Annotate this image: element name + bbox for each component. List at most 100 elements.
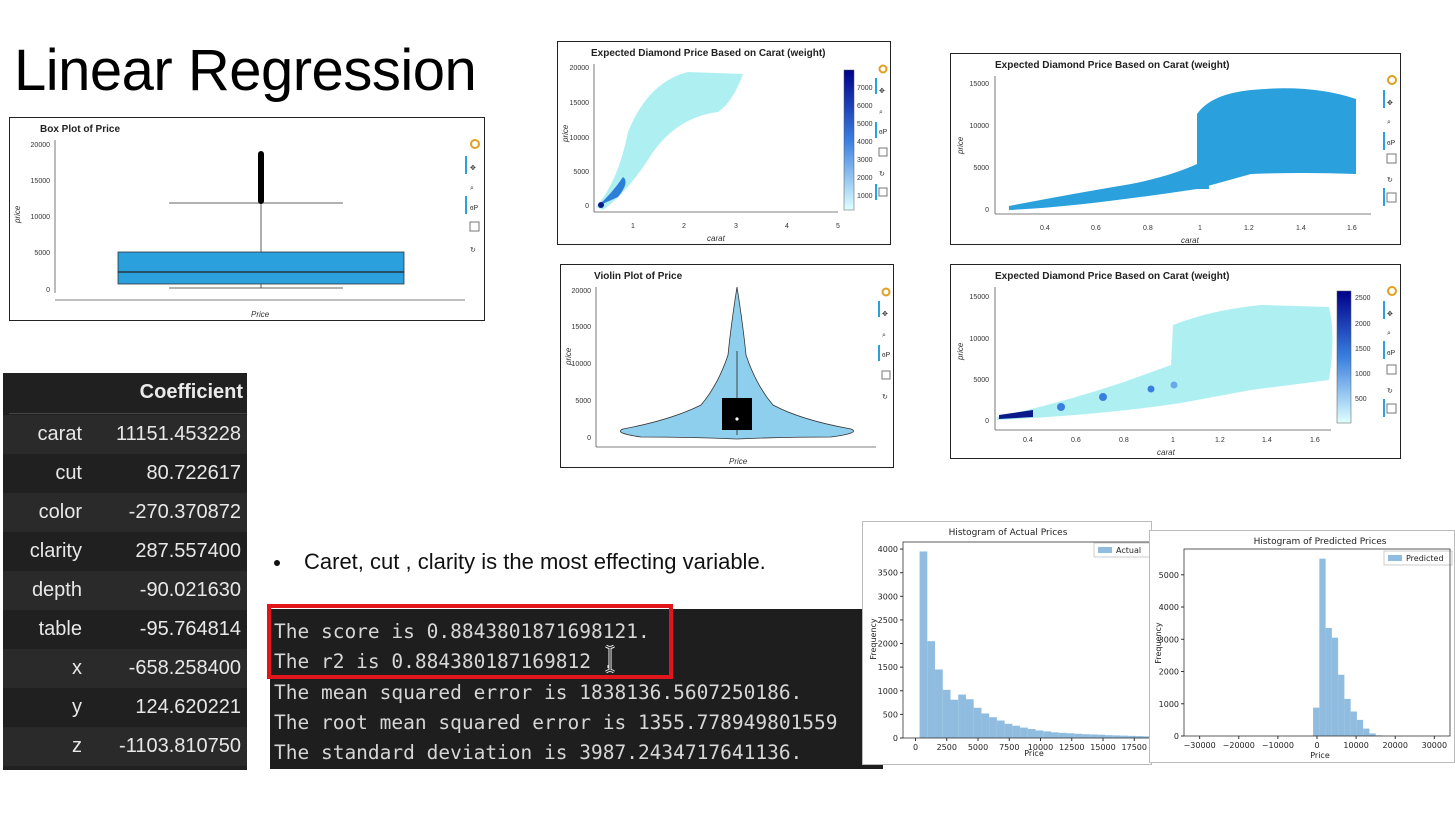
- ytick: 0: [893, 734, 898, 743]
- hist-actual-bar: [981, 713, 990, 738]
- scatter-points: [1009, 88, 1356, 210]
- ytick: 0: [46, 287, 50, 294]
- ytick: 4000: [1159, 603, 1179, 612]
- hexbin-bottom-chart: Expected Diamond Price Based on Carat (w…: [956, 271, 1397, 457]
- hexbin-bottom-toolbar[interactable]: ✥ ⌕ ɞP ↻: [1383, 286, 1397, 417]
- xtick: 1: [1171, 437, 1175, 444]
- coefficient-row: x -658.258400: [3, 649, 247, 688]
- scatter-xlabel: carat: [1181, 236, 1200, 245]
- ytick: 20000: [570, 65, 590, 72]
- hist-pred-xlabel: Price: [1310, 751, 1330, 760]
- hist-actual-bar: [1012, 725, 1021, 738]
- ytick: 10000: [970, 123, 990, 130]
- ytick: 5000: [1159, 571, 1179, 580]
- xtick: 0.4: [1040, 225, 1050, 232]
- ytick: 15000: [572, 324, 592, 331]
- hist-pred-bar: [1356, 719, 1364, 736]
- terminal-line: The score is 0.8843801871698121.: [274, 620, 650, 643]
- box-plot-ylabel: price: [13, 205, 22, 224]
- hist-actual-bar: [1105, 735, 1113, 738]
- xtick: 0: [1314, 741, 1319, 750]
- hexbin-top-chart: Expected Diamond Price Based on Carat (w…: [561, 48, 888, 243]
- xtick: −10000: [1262, 741, 1294, 750]
- cbtick: 6000: [857, 103, 873, 110]
- xtick: 0: [913, 743, 918, 752]
- svg-text:ɞP: ɞP: [879, 129, 888, 136]
- ytick: 15000: [570, 100, 590, 107]
- hist-actual-bar: [1120, 735, 1129, 738]
- box-plot-chart: Box Plot of Price 20000 15000 10000 5000…: [13, 124, 480, 319]
- box-plot-toolbar[interactable]: ✥ ⌕ ɞP ↻: [465, 139, 480, 254]
- xtick: 1.4: [1262, 437, 1272, 444]
- hexbin-top-colorbar: [843, 69, 855, 211]
- scatter-toolbar[interactable]: ✥ ⌕ ɞP ↻: [1383, 75, 1397, 206]
- hist-pred-bar: [1350, 711, 1357, 736]
- coefficient-value: -270.370872: [128, 501, 241, 523]
- coefficient-name: y: [72, 696, 82, 718]
- hexbin-bottom-title: Expected Diamond Price Based on Carat (w…: [995, 271, 1230, 282]
- xtick: 1.2: [1215, 437, 1225, 444]
- coefficient-name: table: [38, 618, 82, 640]
- violin-toolbar[interactable]: ✥ ⌕ ɞP ↻: [878, 287, 891, 402]
- hist-actual-bar: [950, 699, 959, 738]
- hexbin-bottom-colorbar: [1336, 290, 1352, 424]
- hist-pred-bar: [1325, 627, 1332, 736]
- cbtick: 2500: [1355, 295, 1371, 302]
- hist-actual-bar: [1035, 730, 1044, 738]
- xtick: 5: [836, 223, 840, 230]
- hist-actual-bar: [1112, 735, 1121, 738]
- scatter-ylabel: price: [956, 136, 965, 155]
- hist-actual-bar: [942, 689, 951, 738]
- ytick: 500: [883, 710, 898, 719]
- bullet-point: Caret, cut , clarity is the most effecti…: [274, 549, 766, 575]
- xtick: 10000: [1343, 741, 1368, 750]
- hist-pred-bar: [1344, 698, 1351, 736]
- ytick: 10000: [570, 135, 590, 142]
- xtick: 2: [682, 223, 686, 230]
- hist-actual-bar: [958, 694, 966, 738]
- ytick: 3000: [878, 592, 898, 601]
- coefficient-name: x: [72, 657, 82, 679]
- hexbin-top-density: [596, 72, 743, 210]
- xtick: 30000: [1422, 741, 1447, 750]
- hexbin-bottom-panel: Expected Diamond Price Based on Carat (w…: [950, 264, 1401, 459]
- xtick: 1.4: [1296, 225, 1306, 232]
- hist-actual-bar: [1058, 732, 1067, 738]
- hist-pred-chart: Histogram of Predicted Prices Price Freq…: [1154, 537, 1453, 760]
- ytick: 5000: [573, 169, 589, 176]
- terminal-line: The root mean squared error is 1355.7789…: [274, 711, 838, 734]
- cbtick: 1000: [857, 193, 873, 200]
- ytick: 4000: [878, 545, 898, 554]
- svg-text:✥: ✥: [1387, 310, 1393, 318]
- xtick: 20000: [1383, 741, 1408, 750]
- hist-actual-bar: [1143, 736, 1151, 738]
- hist-actual-bar: [1097, 734, 1106, 738]
- ytick: 5000: [973, 377, 989, 384]
- ytick: 2500: [878, 616, 898, 625]
- coefficient-row: depth -90.021630: [3, 571, 247, 610]
- coefficient-value: 124.620221: [135, 696, 241, 718]
- hexbin-top-toolbar[interactable]: ✥ ⌕ ɞP ↻: [875, 64, 888, 201]
- hist-actual-xlabel: Price: [1024, 749, 1044, 758]
- hist-actual-chart: Histogram of Actual Prices Price Frequen…: [869, 528, 1151, 758]
- coefficient-name: clarity: [29, 540, 82, 562]
- xtick: 0.8: [1143, 225, 1153, 232]
- xtick: −20000: [1223, 741, 1255, 750]
- hist-actual-bar: [1081, 734, 1090, 738]
- xtick: 0.8: [1119, 437, 1129, 444]
- ytick: 5000: [575, 398, 591, 405]
- violin-xlabel: Price: [729, 457, 748, 466]
- coefficient-value: 80.722617: [146, 462, 241, 484]
- legend-label: Predicted: [1406, 554, 1444, 563]
- hist-actual-bar: [1089, 734, 1098, 738]
- coefficient-value: -90.021630: [139, 579, 241, 601]
- hist-pred-bar: [1363, 728, 1370, 736]
- coefficient-row: table -95.764814: [3, 610, 247, 649]
- xtick: 4: [785, 223, 789, 230]
- cbtick: 1500: [1355, 346, 1371, 353]
- svg-text:↻: ↻: [882, 394, 888, 401]
- svg-text:ɞP: ɞP: [1387, 350, 1396, 357]
- xtick: −30000: [1184, 741, 1216, 750]
- svg-text:⌕: ⌕: [1387, 330, 1391, 337]
- hist-actual-bar: [1136, 736, 1144, 738]
